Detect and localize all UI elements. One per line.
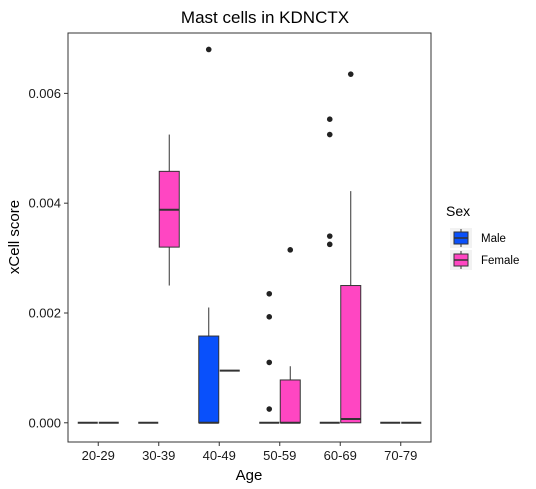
y-tick-label: 0.004 [28, 196, 61, 211]
legend-key-female [450, 250, 472, 270]
outlier-point [266, 290, 273, 297]
x-tick-label: 40-49 [203, 448, 236, 463]
outlier-point [266, 314, 273, 320]
legend-label-male: Male [481, 233, 506, 245]
y-tick-label: 0.000 [28, 415, 61, 430]
box-female-60-69 [340, 71, 362, 424]
legend: Sex Male Female [446, 203, 519, 270]
plot-panel [67, 32, 432, 443]
x-axis: 20-29 30-39 40-49 50-59 60-69 70-79 [82, 442, 417, 463]
legend-key-male [450, 228, 472, 248]
box-female-50-59 [279, 247, 301, 424]
x-tick-label: 30-39 [142, 448, 175, 463]
y-axis: 0.000 0.002 0.004 0.006 [28, 86, 68, 430]
x-tick-label: 60-69 [324, 448, 357, 463]
y-tick-label: 0.002 [28, 305, 61, 320]
outlier-point [287, 247, 294, 253]
box-body [279, 379, 301, 424]
box-male-60-69 [319, 116, 340, 424]
y-tick-label: 0.006 [28, 86, 61, 101]
outlier-point [266, 406, 273, 412]
outlier-point [205, 46, 212, 53]
box-female-30-39 [158, 134, 180, 286]
legend-title: Sex [446, 203, 470, 219]
box-body [340, 285, 362, 424]
box-body [198, 335, 220, 424]
outlier-point [326, 131, 333, 138]
y-axis-title: xCell score [6, 200, 23, 274]
box-male-40-49 [198, 46, 220, 424]
chart-title: Mast cells in KDNCTX [181, 8, 349, 27]
outlier-point [347, 71, 354, 77]
outlier-point [266, 359, 273, 366]
x-tick-label: 50-59 [263, 448, 296, 463]
box-layer [77, 46, 422, 424]
legend-label-female: Female [481, 255, 519, 267]
x-tick-label: 20-29 [82, 448, 115, 463]
x-tick-label: 70-79 [384, 448, 417, 463]
outlier-point [326, 116, 333, 122]
outlier-point [326, 233, 333, 239]
outlier-point [326, 241, 333, 248]
box-male-50-59 [259, 290, 280, 424]
x-axis-title: Age [236, 467, 263, 484]
